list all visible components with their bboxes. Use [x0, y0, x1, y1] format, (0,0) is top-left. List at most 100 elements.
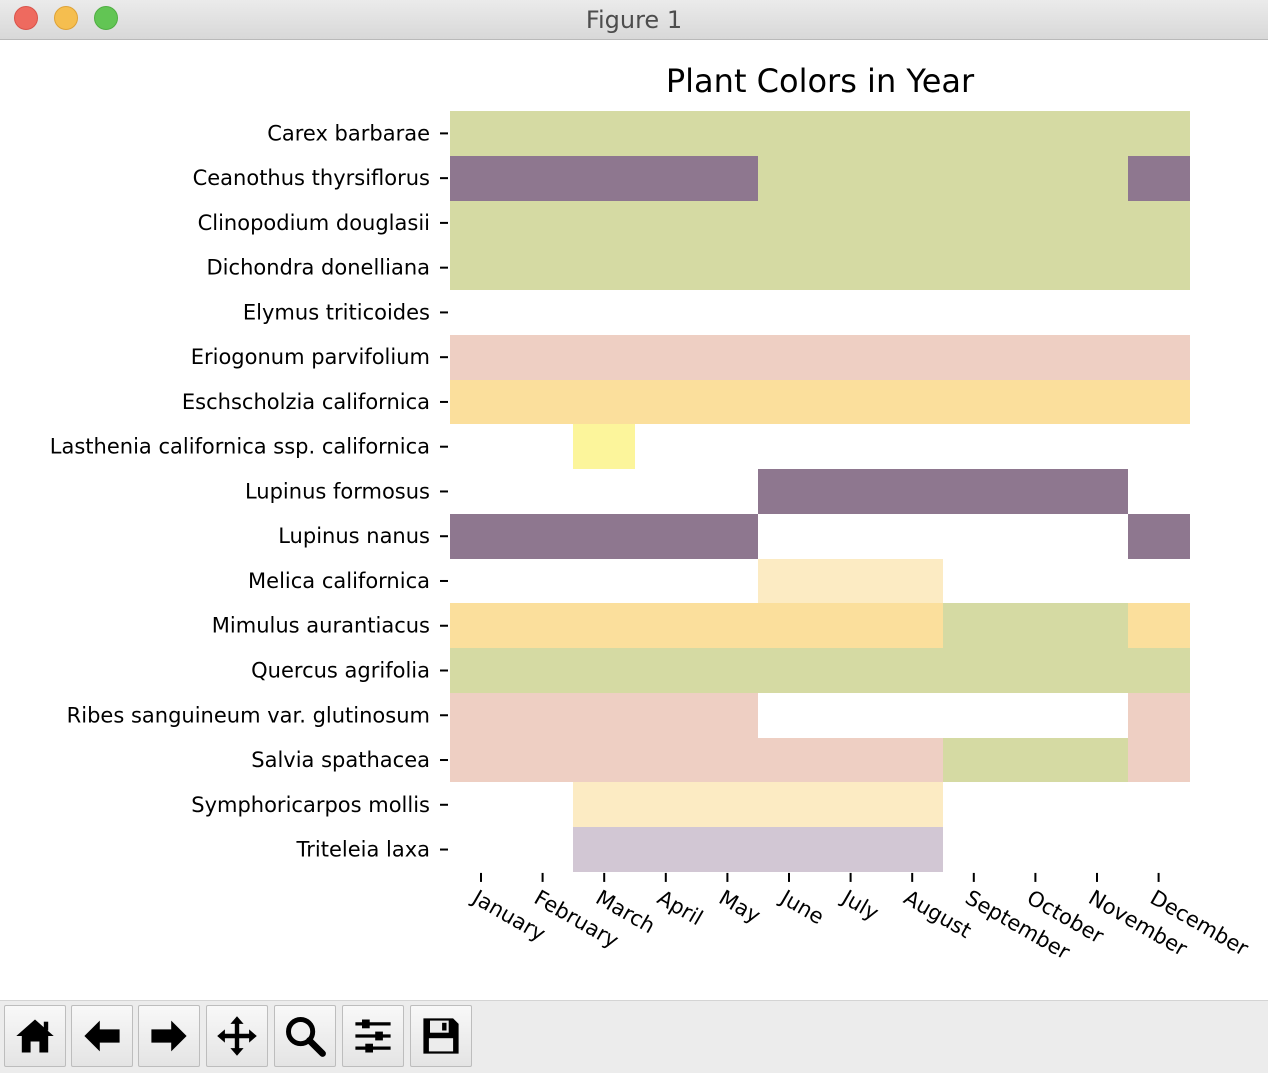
heatmap-cell — [512, 693, 573, 738]
heatmap-cell — [512, 514, 573, 559]
y-tick-label: Melica californica — [248, 569, 430, 593]
heatmap-cell — [758, 827, 820, 872]
back-button[interactable] — [71, 1005, 133, 1067]
heatmap-cell — [1005, 693, 1067, 738]
heatmap-cell — [943, 648, 1005, 693]
heatmap-cell — [1005, 559, 1067, 603]
heatmap-cell — [573, 469, 635, 514]
heatmap-cell — [1067, 245, 1128, 290]
heatmap-cell — [882, 603, 943, 648]
home-button[interactable] — [4, 1005, 66, 1067]
heatmap-cell — [882, 156, 943, 201]
y-tick-label: Eriogonum parvifolium — [191, 345, 430, 369]
heatmap-cell — [1005, 245, 1067, 290]
heatmap-cell — [820, 290, 882, 335]
heatmap-cell — [758, 782, 820, 827]
heatmap-cell — [450, 693, 512, 738]
heatmap-cell — [1128, 335, 1190, 380]
heatmap-cell — [1128, 424, 1190, 469]
heatmap-cell — [882, 380, 943, 424]
heatmap-cell — [820, 335, 882, 380]
heatmap-cell — [820, 559, 882, 603]
heatmap-cell — [512, 424, 573, 469]
heatmap-cell — [697, 424, 758, 469]
heatmap-cell — [820, 201, 882, 245]
configure-subplots-button[interactable] — [342, 1005, 404, 1067]
heatmap-cell — [573, 514, 635, 559]
heatmap-cell — [635, 335, 697, 380]
y-tick-label: Ceanothus thyrsiflorus — [193, 166, 430, 190]
configure-subplots-icon — [355, 1019, 391, 1053]
heatmap-cell — [820, 111, 882, 156]
minimize-window-button[interactable] — [54, 6, 78, 30]
heatmap-cell — [1128, 245, 1190, 290]
heatmap-cell — [1005, 827, 1067, 872]
heatmap-cell — [943, 693, 1005, 738]
heatmap-cell — [1128, 156, 1190, 201]
heatmap-cell — [512, 559, 573, 603]
heatmap-cell — [697, 290, 758, 335]
heatmap-cell — [512, 156, 573, 201]
heatmap-cell — [573, 648, 635, 693]
pan-button[interactable] — [206, 1005, 268, 1067]
heatmap-cell — [512, 335, 573, 380]
heatmap-cell — [450, 290, 512, 335]
heatmap-cell — [512, 603, 573, 648]
y-tick-label: Dichondra donelliana — [207, 256, 430, 280]
heatmap-cell — [882, 469, 943, 514]
heatmap-cell — [635, 648, 697, 693]
maximize-window-button[interactable] — [94, 6, 118, 30]
heatmap-cell — [1067, 559, 1128, 603]
heatmap-cell — [450, 111, 512, 156]
heatmap-cell — [1067, 156, 1128, 201]
heatmap-cell — [882, 335, 943, 380]
heatmap-cell — [450, 603, 512, 648]
heatmap-cell — [450, 648, 512, 693]
heatmap-cell — [1067, 290, 1128, 335]
heatmap-cell — [820, 827, 882, 872]
heatmap-cell — [1128, 782, 1190, 827]
heatmap-cell — [1005, 156, 1067, 201]
heatmap-cell — [1005, 648, 1067, 693]
forward-button[interactable] — [138, 1005, 200, 1067]
y-tick-label: Eschscholzia californica — [182, 390, 430, 414]
heatmap-cell — [1128, 693, 1190, 738]
heatmap-cell — [1067, 514, 1128, 559]
heatmap-cell — [635, 380, 697, 424]
close-window-button[interactable] — [14, 6, 38, 30]
heatmap-cell — [512, 782, 573, 827]
zoom-button[interactable] — [274, 1005, 336, 1067]
heatmap-cell — [1128, 559, 1190, 603]
window-title: Figure 1 — [585, 6, 683, 34]
heatmap-cell — [512, 201, 573, 245]
heatmap-cell — [697, 782, 758, 827]
zoom-icon — [286, 1017, 326, 1057]
heatmap-cell — [512, 648, 573, 693]
heatmap-cell — [697, 156, 758, 201]
heatmap-cell — [1005, 738, 1067, 782]
heatmap-cell — [1067, 380, 1128, 424]
heatmap-cell — [1067, 782, 1128, 827]
heatmap-cell — [450, 514, 512, 559]
heatmap-cell — [1128, 603, 1190, 648]
heatmap-cell — [635, 469, 697, 514]
heatmap-cell — [1067, 201, 1128, 245]
heatmap-cell — [1128, 201, 1190, 245]
heatmap-cell — [635, 201, 697, 245]
heatmap-cell — [573, 380, 635, 424]
heatmap-cell — [758, 380, 820, 424]
heatmap-cell — [635, 693, 697, 738]
y-tick-label: Lasthenia californica ssp. californica — [50, 435, 430, 459]
heatmap-cell — [1005, 514, 1067, 559]
heatmap-cell — [943, 738, 1005, 782]
heatmap-cell — [1005, 335, 1067, 380]
heatmap-cell — [573, 201, 635, 245]
heatmap-cell — [943, 782, 1005, 827]
y-tick-label: Triteleia laxa — [296, 838, 431, 862]
heatmap-cell — [573, 693, 635, 738]
heatmap-cell — [635, 111, 697, 156]
heatmap-cell — [758, 514, 820, 559]
save-button[interactable] — [410, 1005, 472, 1067]
heatmap-cell — [820, 156, 882, 201]
heatmap-cell — [1005, 290, 1067, 335]
